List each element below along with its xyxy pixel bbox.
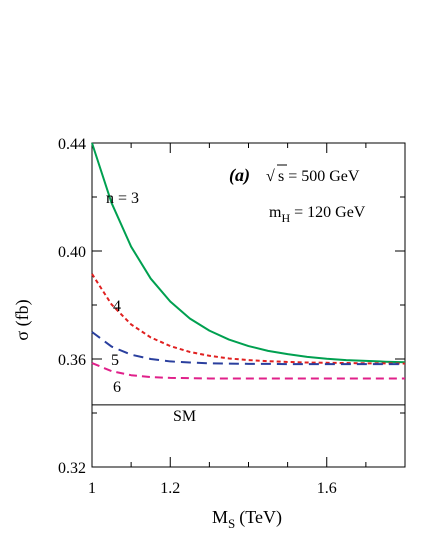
series-line-3: [91, 362, 405, 380]
x-label-main: M: [212, 507, 228, 527]
axis-ticks: [91, 142, 405, 468]
mass-value: = 120 GeV: [294, 204, 366, 221]
x-label-sub: S: [228, 516, 235, 531]
panel-label: (a): [229, 165, 250, 186]
series-line-0: [91, 142, 406, 364]
y-tick-label: 0.40: [58, 244, 86, 261]
series-label-4: 4: [113, 298, 121, 315]
tick-labels: 1 1.2 1.6 0.32 0.36 0.40 0.44: [58, 136, 337, 497]
x-axis-label: MS (TeV): [212, 507, 282, 531]
mass-subscript: H: [281, 211, 290, 225]
y-tick-label: 0.32: [58, 460, 86, 477]
series-label-n3: n = 3: [106, 190, 139, 207]
x-label-unit: (TeV): [239, 507, 282, 528]
x-tick-label: 1.6: [317, 480, 337, 497]
y-tick-label: 0.36: [58, 352, 86, 369]
series-label-sm: SM: [173, 408, 196, 425]
series-label-5: 5: [111, 352, 119, 369]
energy-annotation: s = 500 GeV: [278, 168, 360, 185]
series-label-6: 6: [113, 379, 121, 396]
series-layer: [91, 142, 406, 406]
sqrt-symbol: √: [266, 168, 275, 185]
mass-symbol: m: [269, 204, 282, 221]
x-tick-label: 1: [88, 480, 96, 497]
x-tick-label: 1.2: [160, 480, 180, 497]
series-line-2: [91, 331, 405, 366]
y-tick-label: 0.44: [58, 136, 86, 153]
higgs-mass-annotation: mH = 120 GeV: [269, 204, 366, 225]
series-line-1: [91, 273, 406, 365]
y-axis-label: σ (fb): [12, 299, 33, 340]
